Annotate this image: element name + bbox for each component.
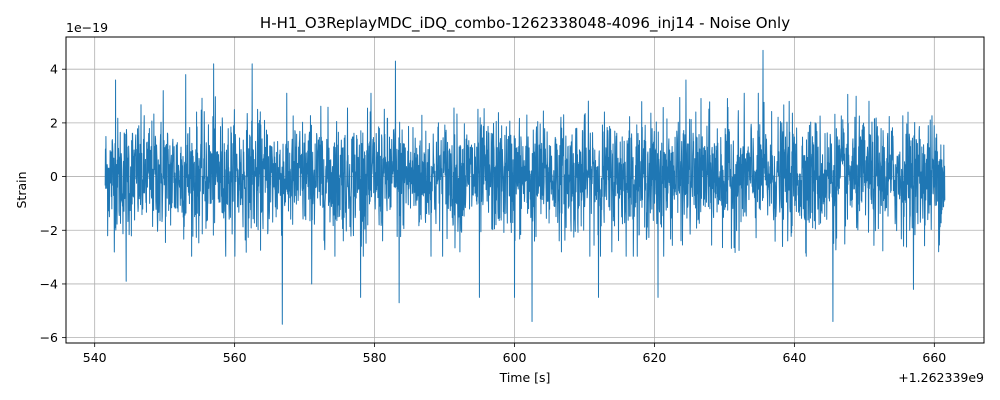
chart-title: H-H1_O3ReplayMDC_iDQ_combo-1262338048-40… <box>260 14 790 33</box>
y-tick-label: −2 <box>40 223 58 238</box>
y-axis: −6 −4 −2 0 2 4 <box>40 62 66 345</box>
plot-frame <box>65 36 985 344</box>
x-tick-label: 540 <box>83 350 107 365</box>
y-tick-label: 0 <box>50 169 58 184</box>
y-tick-label: −6 <box>40 330 58 345</box>
series-layer <box>104 49 946 325</box>
strain-series-line <box>104 49 946 325</box>
x-tick-label: 600 <box>503 350 527 365</box>
x-tick-label: 620 <box>643 350 667 365</box>
x-tick-label: 660 <box>922 350 946 365</box>
y-tick-label: −4 <box>40 276 58 291</box>
x-tick-label: 560 <box>223 350 247 365</box>
y-scale-label: 1e−19 <box>66 20 108 35</box>
x-axis-label: Time [s] <box>499 370 551 385</box>
x-tick-label: 580 <box>363 350 387 365</box>
x-axis: 540 560 580 600 620 640 660 <box>83 343 946 365</box>
y-axis-label: Strain <box>14 171 29 208</box>
y-tick-label: 2 <box>50 115 58 130</box>
x-tick-label: 640 <box>782 350 806 365</box>
y-tick-label: 4 <box>50 62 58 77</box>
x-offset-label: +1.262339e9 <box>898 370 984 385</box>
